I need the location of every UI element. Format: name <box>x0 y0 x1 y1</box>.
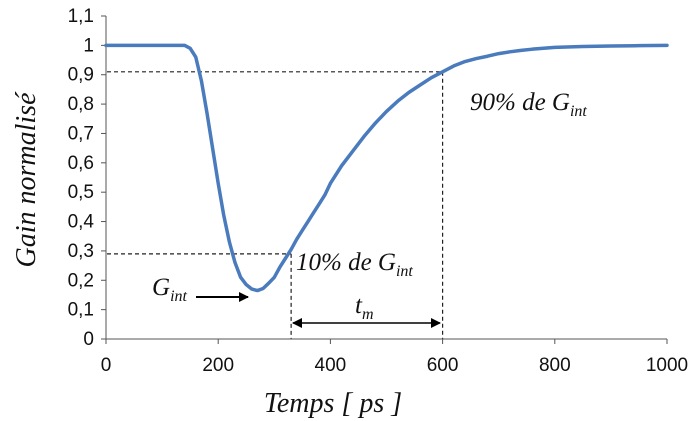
y-tick-label: 0,3 <box>68 241 94 262</box>
x-tick-label: 1000 <box>646 355 688 376</box>
y-tick-label: 0,2 <box>68 270 94 291</box>
y-tick-label: 0,4 <box>68 212 95 233</box>
annotation-90pct: 90% de Gint <box>470 89 587 120</box>
x-axis-title: Temps [ ps ] <box>264 388 402 419</box>
x-tick-label: 200 <box>202 355 234 376</box>
y-axis-ticks: 0 0,1 0,2 0,3 0,4 0,5 0,6 0,7 0,8 0,9 1 1,1 <box>68 6 106 350</box>
annotation-tm: tm <box>355 292 374 323</box>
y-tick-label: 0,6 <box>68 153 94 174</box>
annotation-10pct: 10% de Gint <box>296 249 413 280</box>
y-tick-label: 0 <box>83 329 94 350</box>
x-tick-label: 800 <box>539 355 571 376</box>
x-tick-label: 600 <box>427 355 459 376</box>
y-axis-title: Gain normalisé <box>11 91 42 268</box>
x-tick-label: 400 <box>315 355 347 376</box>
y-tick-label: 0,5 <box>68 182 94 203</box>
y-tick-label: 1,1 <box>68 6 94 27</box>
annotation-gint: Gint <box>152 274 188 305</box>
y-tick-label: 0,7 <box>68 123 94 144</box>
y-tick-label: 1 <box>83 35 94 56</box>
series-line <box>104 43 669 293</box>
reference-lines <box>107 71 444 339</box>
x-axis-ticks: 0 200 400 600 800 1000 <box>101 339 688 376</box>
y-tick-label: 0,9 <box>68 65 94 86</box>
y-tick-label: 0,8 <box>68 94 94 115</box>
y-tick-label: 0,1 <box>68 300 94 321</box>
x-tick-label: 0 <box>101 355 112 376</box>
